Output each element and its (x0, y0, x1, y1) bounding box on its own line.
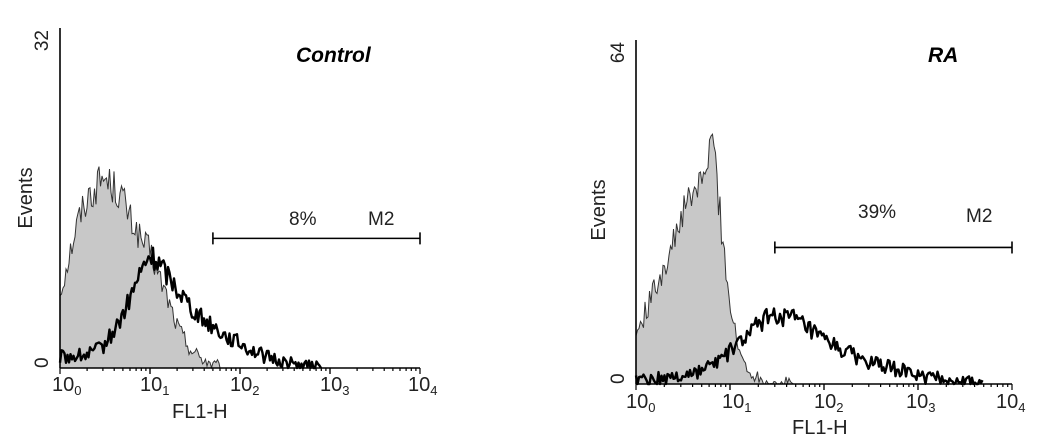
panel-title: RA (928, 44, 958, 67)
gate-label: M2 (368, 209, 394, 230)
panel-title: Control (296, 44, 372, 67)
gate-marker (774, 241, 1013, 254)
x-axis-title: FL1-H (792, 417, 848, 439)
x-tick-label: 104 (996, 391, 1025, 415)
y-axis-title: Events (588, 179, 610, 240)
x-tick-label: 104 (408, 374, 437, 398)
x-tick-labels: 100 101 102 103 104 (626, 391, 1025, 415)
x-tick-label: 102 (814, 391, 843, 415)
panel-ra: 64 0 Events 100 101 102 103 104 FL1-H RA (588, 40, 1025, 439)
x-tick-label: 102 (230, 374, 259, 398)
x-ticks (59, 368, 421, 374)
sample-histogram (58, 246, 323, 370)
x-tick-labels: 100 101 102 103 104 (52, 374, 437, 398)
gate-percent: 39% (858, 202, 896, 223)
panel-control: 32 0 Events 100 101 102 103 104 FL1-H Co (15, 28, 437, 423)
x-tick-label: 100 (52, 374, 81, 398)
x-tick-label: 101 (722, 391, 751, 415)
x-tick-label: 103 (906, 391, 935, 415)
sample-histogram (634, 307, 984, 386)
y-max-label: 32 (32, 30, 53, 51)
x-tick-label: 103 (320, 374, 349, 398)
y-min-label: 0 (608, 373, 629, 384)
y-min-label: 0 (32, 357, 53, 368)
y-max-label: 64 (608, 42, 629, 64)
gate-label: M2 (966, 206, 992, 227)
y-axis-title: Events (15, 167, 37, 228)
gate-marker (212, 232, 421, 245)
x-tick-label: 100 (626, 391, 655, 415)
isotype-histogram (635, 132, 796, 386)
gate-percent: 8% (289, 209, 317, 230)
x-ticks (635, 384, 1013, 390)
x-axis-title: FL1-H (172, 401, 228, 423)
x-tick-label: 101 (140, 374, 169, 398)
